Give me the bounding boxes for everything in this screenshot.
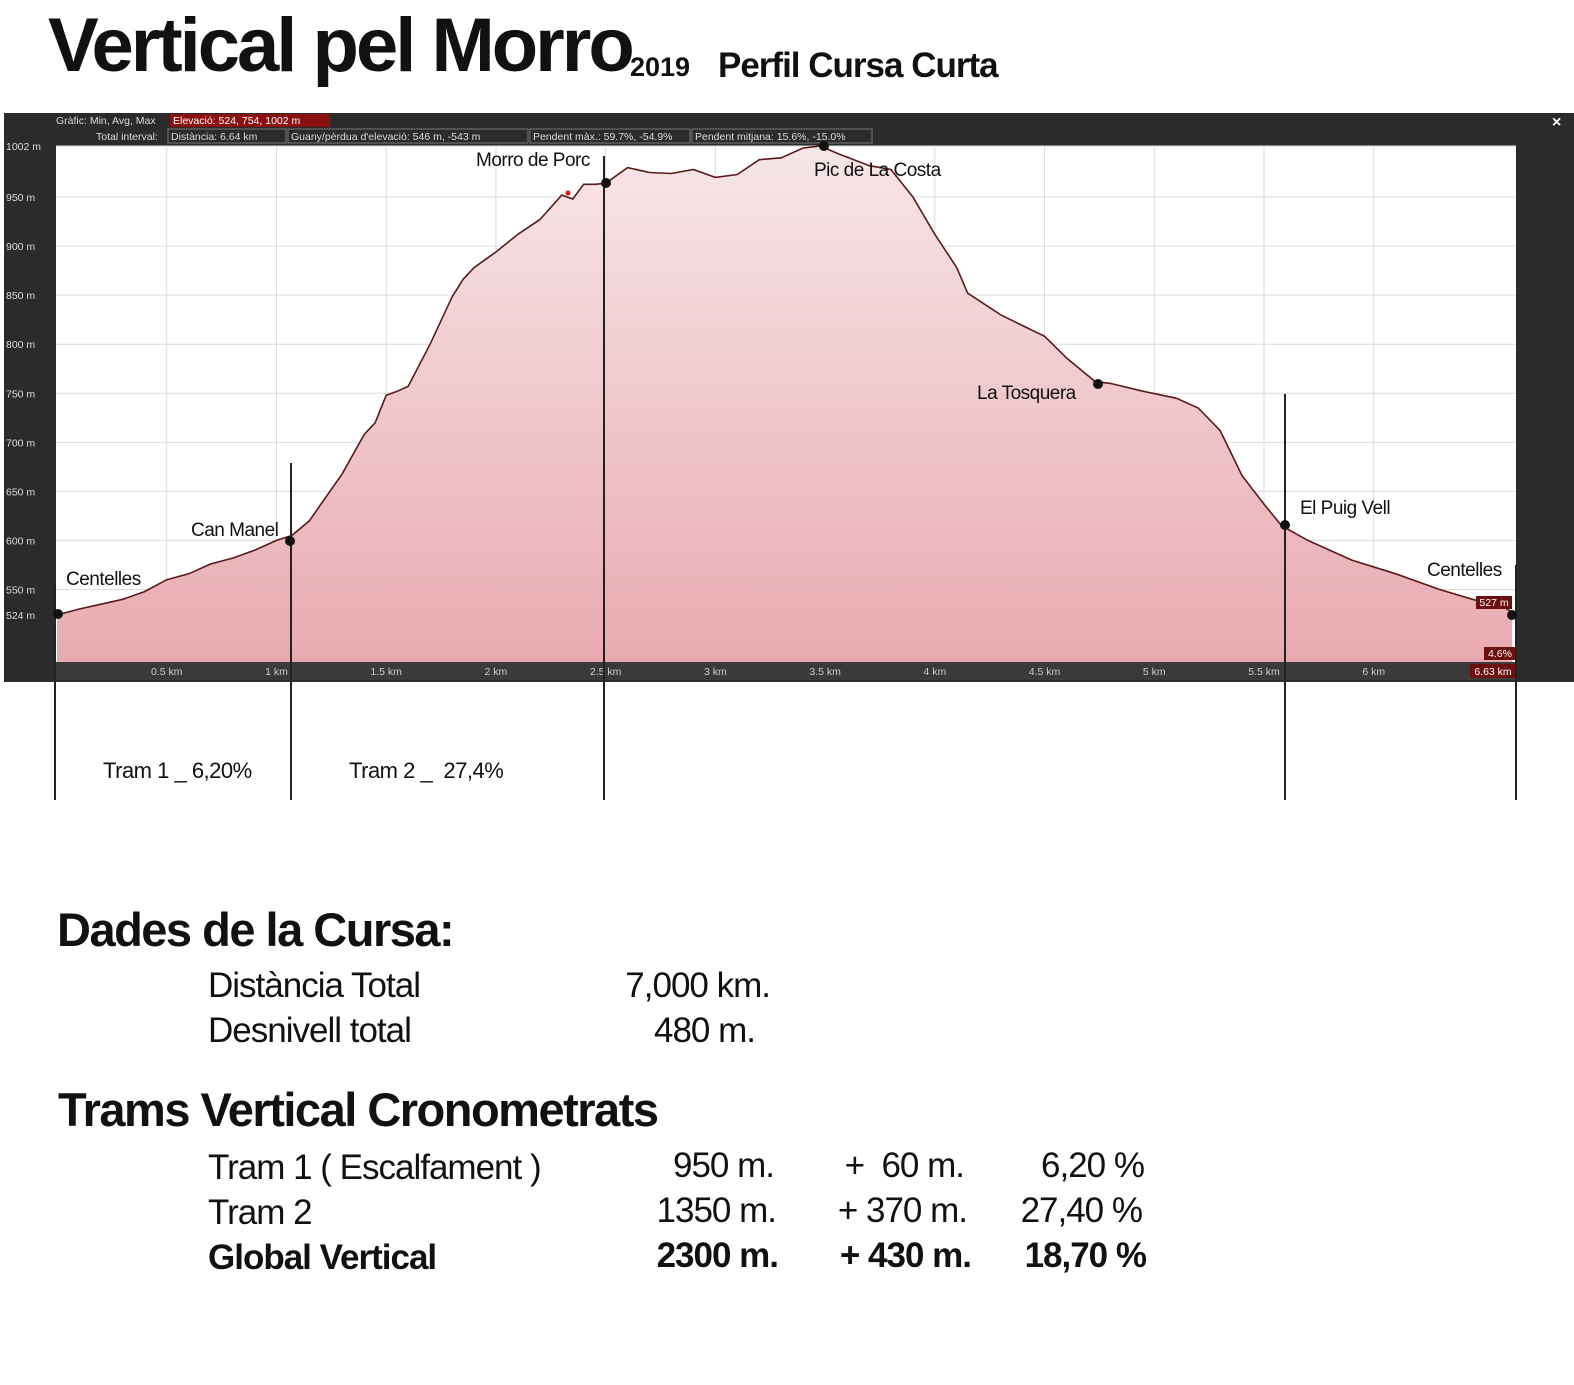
x-tick-label: 5 km: [1143, 666, 1166, 678]
y-tick-label: 950 m: [6, 192, 35, 204]
graph-stats-label: Gràfic: Min, Avg, Max: [56, 115, 156, 127]
waypoint-marker: [1280, 520, 1290, 530]
red-marker: [565, 190, 571, 196]
waypoint-marker: [1507, 610, 1517, 620]
x-tick-label: 1 km: [265, 666, 288, 678]
x-tick-label: 1.5 km: [370, 666, 402, 678]
interval-max-slope: Pendent màx.: 59.7%, -54.9%: [533, 131, 673, 143]
elevation-stats: Elevació: 524, 754, 1002 m: [173, 115, 301, 127]
tram-2-name: Tram 2: [208, 1193, 313, 1232]
total-distance-value: 7,000 km.: [625, 966, 771, 1005]
y-tick-label: 900 m: [6, 241, 35, 253]
elevation-area: [57, 146, 1512, 662]
y-tick-label: 524 m: [6, 610, 35, 622]
tram-2-gain: + 370 m.: [837, 1191, 968, 1230]
total-elevation-value: 480 m.: [654, 1011, 756, 1050]
end-slope-badge: [1484, 647, 1516, 660]
end-elevation-badge: [1476, 596, 1512, 609]
y-tick-label: 1002 m: [6, 141, 41, 153]
end-elevation: 527 m: [1479, 597, 1508, 609]
total-elevation-label: Desnivell total: [208, 1011, 412, 1050]
end-distance: 6.63 km: [1474, 666, 1512, 678]
x-tick-label: 3.5 km: [809, 666, 841, 678]
x-tick-label: 3 km: [704, 666, 727, 678]
y-tick-label: 700 m: [6, 437, 35, 449]
global-vertical-name: Global Vertical: [208, 1238, 437, 1277]
interval-gain-loss: Guany/pèrdua d'elevació: 546 m, -543 m: [291, 131, 481, 143]
interval-avg-slope: Pendent mitjana: 15.6%, -15.0%: [695, 131, 846, 143]
y-tick-label: 800 m: [6, 339, 35, 351]
page-title: Vertical pel Morro: [48, 3, 635, 88]
total-distance-label: Distància Total: [208, 966, 421, 1005]
tram-1-distance: 950 m.: [673, 1146, 775, 1185]
tram-1-name: Tram 1 ( Escalfament ): [208, 1148, 542, 1187]
segment-lines: [54, 156, 1517, 800]
waypoint-marker: [53, 609, 63, 619]
tram-2-percent: 27,40 %: [1020, 1191, 1143, 1230]
waypoint-label-morro-de-porc: Morro de Porc: [476, 150, 590, 171]
elevation-line: [56, 145, 1513, 616]
y-tick-label: 600 m: [6, 535, 35, 547]
x-axis-ticks: 0.5 km 1 km 1.5 km 2 km 2.5 km 3 km 3.5 km 4 km…: [56, 662, 1516, 680]
interval-distance: Distància: 6.64 km: [171, 131, 258, 143]
tram-1-percent: 6,20 %: [1041, 1146, 1145, 1185]
interval-stats: Distància: 6.64 km Guany/pèrdua d'elevac…: [167, 128, 873, 144]
end-slope: 4.6%: [1488, 648, 1512, 660]
y-tick-label: 550 m: [6, 584, 35, 596]
year-label: 2019: [630, 52, 691, 82]
elevation-chart: 524 m 550 m 600 m 650 m 700 m 750 m 800 m 850 m…: [4, 113, 1574, 800]
x-tick-label: 0.5 km: [151, 666, 183, 678]
waypoint-label-la-tosquera: La Tosquera: [977, 383, 1077, 404]
waypoint-label-pic-de-la-costa: Pic de La Costa: [814, 160, 942, 181]
global-vertical-gain: + 430 m.: [839, 1236, 972, 1275]
global-vertical-percent: 18,70 %: [1024, 1236, 1147, 1275]
waypoint-marker: [819, 141, 829, 151]
y-axis-ticks: 524 m 550 m 600 m 650 m 700 m 750 m 800 m 850 m…: [6, 141, 41, 622]
waypoint-label-can-manel: Can Manel: [191, 520, 278, 541]
tram-2-distance: 1350 m.: [656, 1191, 777, 1230]
x-axis-band: [56, 662, 1516, 680]
total-interval-label: Total interval:: [96, 131, 158, 143]
waypoint-marker: [1093, 379, 1103, 389]
elevation-stats-box: [170, 114, 330, 127]
tram-2-label: Tram 2 _ 27,4%: [349, 758, 503, 783]
waypoint-marker: [285, 536, 295, 546]
tram-1-label: Tram 1 _ 6,20%: [103, 758, 252, 783]
y-tick-label: 850 m: [6, 290, 35, 302]
end-distance-badge: [1470, 664, 1516, 678]
waypoint-marker: [601, 178, 611, 188]
waypoint-label-el-puig-vell: El Puig Vell: [1300, 498, 1390, 519]
x-tick-label: 5.5 km: [1248, 666, 1280, 678]
x-tick-label: 2.5 km: [590, 666, 622, 678]
chart-subtitle: Perfil Cursa Curta: [718, 46, 999, 85]
y-tick-label: 750 m: [6, 388, 35, 400]
x-tick-label: 4.5 km: [1029, 666, 1061, 678]
x-tick-label: 2 km: [485, 666, 508, 678]
y-tick-label: 650 m: [6, 486, 35, 498]
close-icon[interactable]: ×: [1552, 114, 1561, 131]
waypoints: Centelles Can Manel Morro de Porc Pic de…: [53, 141, 1517, 620]
global-vertical-distance: 2300 m.: [656, 1236, 779, 1275]
x-tick-label: 6 km: [1362, 666, 1385, 678]
waypoint-label-centelles-start: Centelles: [66, 569, 141, 590]
x-tick-label: 4 km: [923, 666, 946, 678]
tram-1-gain: + 60 m.: [844, 1146, 965, 1185]
timed-segments-heading: Trams Vertical Cronometrats: [58, 1083, 659, 1136]
waypoint-label-centelles-end: Centelles: [1427, 560, 1502, 581]
race-data-heading: Dades de la Cursa:: [57, 903, 455, 956]
